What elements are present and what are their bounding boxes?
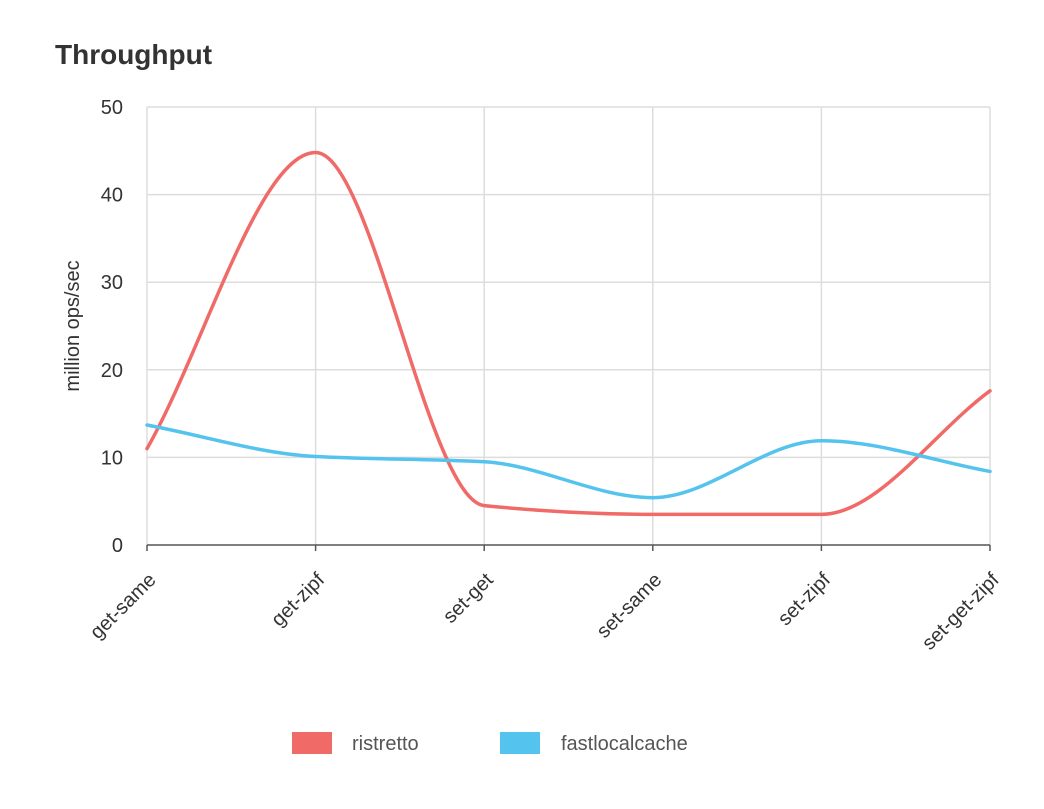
y-axis-label: million ops/sec [62,260,84,391]
y-tick-label: 40 [101,185,123,207]
legend-label: fastlocalcache [561,733,688,755]
x-tick-label: set-zipf [774,569,835,630]
legend-item-fastlocalcache[interactable]: fastlocalcache [500,732,688,755]
y-tick-label: 0 [112,535,123,557]
series-line-fastlocalcache [145,423,992,500]
chart-title: Throughput [55,39,212,70]
y-tick-label: 10 [101,447,123,469]
legend: ristretto fastlocalcache [292,732,688,755]
y-tick-label: 20 [101,360,123,382]
axes: 0 10 20 30 40 50 get-same get-zipf set-get set-sa… [86,97,1004,654]
x-tick-label: set-same [593,569,667,643]
series-line-ristretto [145,150,992,517]
legend-label: ristretto [352,733,419,755]
x-tick-label: get-same [86,569,161,644]
x-tick-label: set-get [439,569,498,628]
series-lines [145,150,992,517]
y-tick-label: 50 [101,97,123,119]
legend-swatch [292,732,332,754]
x-tick-label: get-zipf [267,569,329,631]
legend-item-ristretto[interactable]: ristretto [292,732,419,755]
y-tick-label: 30 [101,272,123,294]
x-tick-label: set-get-zipf [918,569,1004,655]
legend-swatch [500,732,540,754]
grid-lines [146,106,991,545]
